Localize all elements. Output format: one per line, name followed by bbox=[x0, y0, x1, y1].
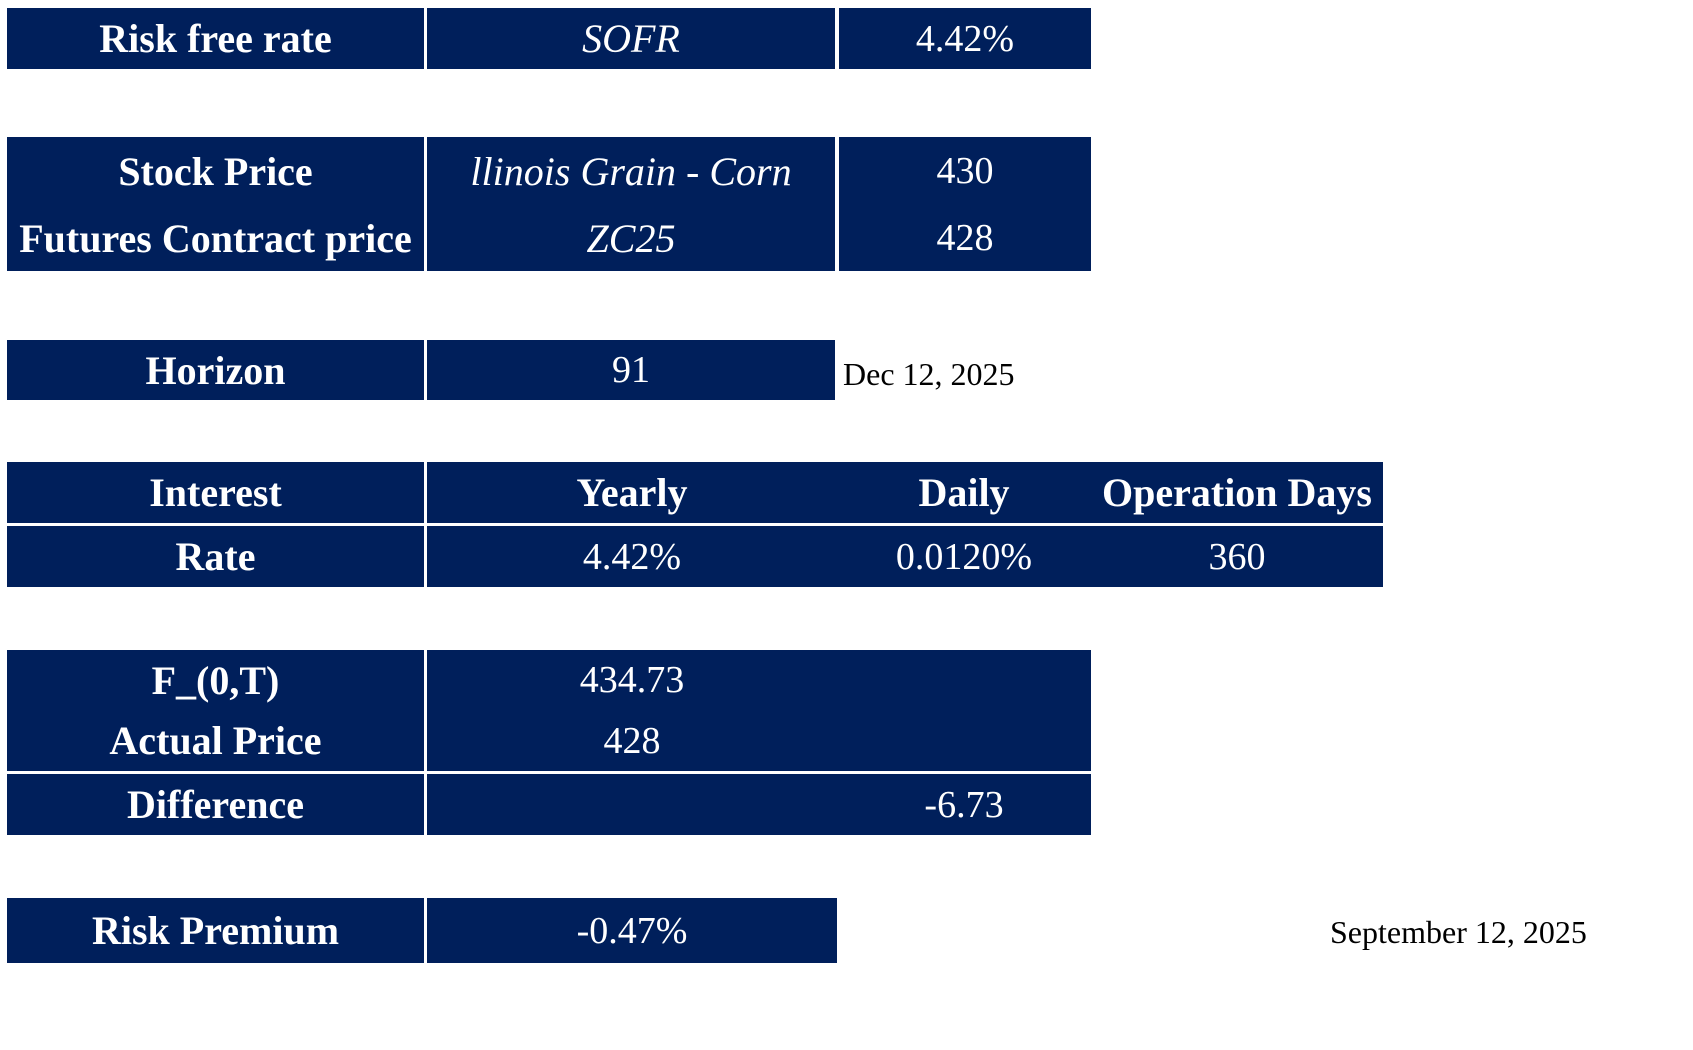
difference-value: -6.73 bbox=[837, 774, 1091, 835]
difference-label: Difference bbox=[7, 774, 424, 835]
actual-empty-cell bbox=[837, 710, 1091, 771]
interest-header: Interest bbox=[7, 462, 424, 523]
stock-price-label: Stock Price bbox=[7, 137, 424, 205]
yearly-header: Yearly bbox=[427, 462, 837, 523]
horizon-value: 91 bbox=[427, 340, 835, 400]
yearly-rate-value: 4.42% bbox=[427, 526, 837, 587]
footer-date: September 12, 2025 bbox=[1330, 914, 1587, 950]
forward-empty-cell bbox=[837, 650, 1091, 710]
risk-premium-value: -0.47% bbox=[427, 898, 837, 963]
operation-days-header: Operation Days bbox=[1091, 462, 1383, 523]
futures-price-value: 428 bbox=[839, 205, 1091, 271]
forward-price-label: F_(0,T) bbox=[7, 650, 424, 710]
operation-days-value: 360 bbox=[1091, 526, 1383, 587]
horizon-label: Horizon bbox=[7, 340, 424, 400]
daily-header: Daily bbox=[837, 462, 1091, 523]
futures-price-label: Futures Contract price bbox=[7, 205, 424, 271]
horizon-date: Dec 12, 2025 bbox=[843, 356, 1015, 392]
futures-price-source: ZC25 bbox=[427, 205, 835, 271]
stock-price-source: llinois Grain - Corn bbox=[427, 137, 835, 205]
daily-rate-value: 0.0120% bbox=[837, 526, 1091, 587]
rate-label: Rate bbox=[7, 526, 424, 587]
actual-price-value: 428 bbox=[427, 710, 837, 771]
risk-free-rate-label: Risk free rate bbox=[7, 8, 424, 69]
forward-price-value: 434.73 bbox=[427, 650, 837, 710]
risk-free-rate-value: 4.42% bbox=[839, 8, 1091, 69]
risk-free-rate-source: SOFR bbox=[427, 8, 835, 69]
stock-price-value: 430 bbox=[839, 137, 1091, 205]
risk-premium-label: Risk Premium bbox=[7, 898, 424, 963]
actual-price-label: Actual Price bbox=[7, 710, 424, 771]
difference-empty-cell bbox=[427, 774, 837, 835]
